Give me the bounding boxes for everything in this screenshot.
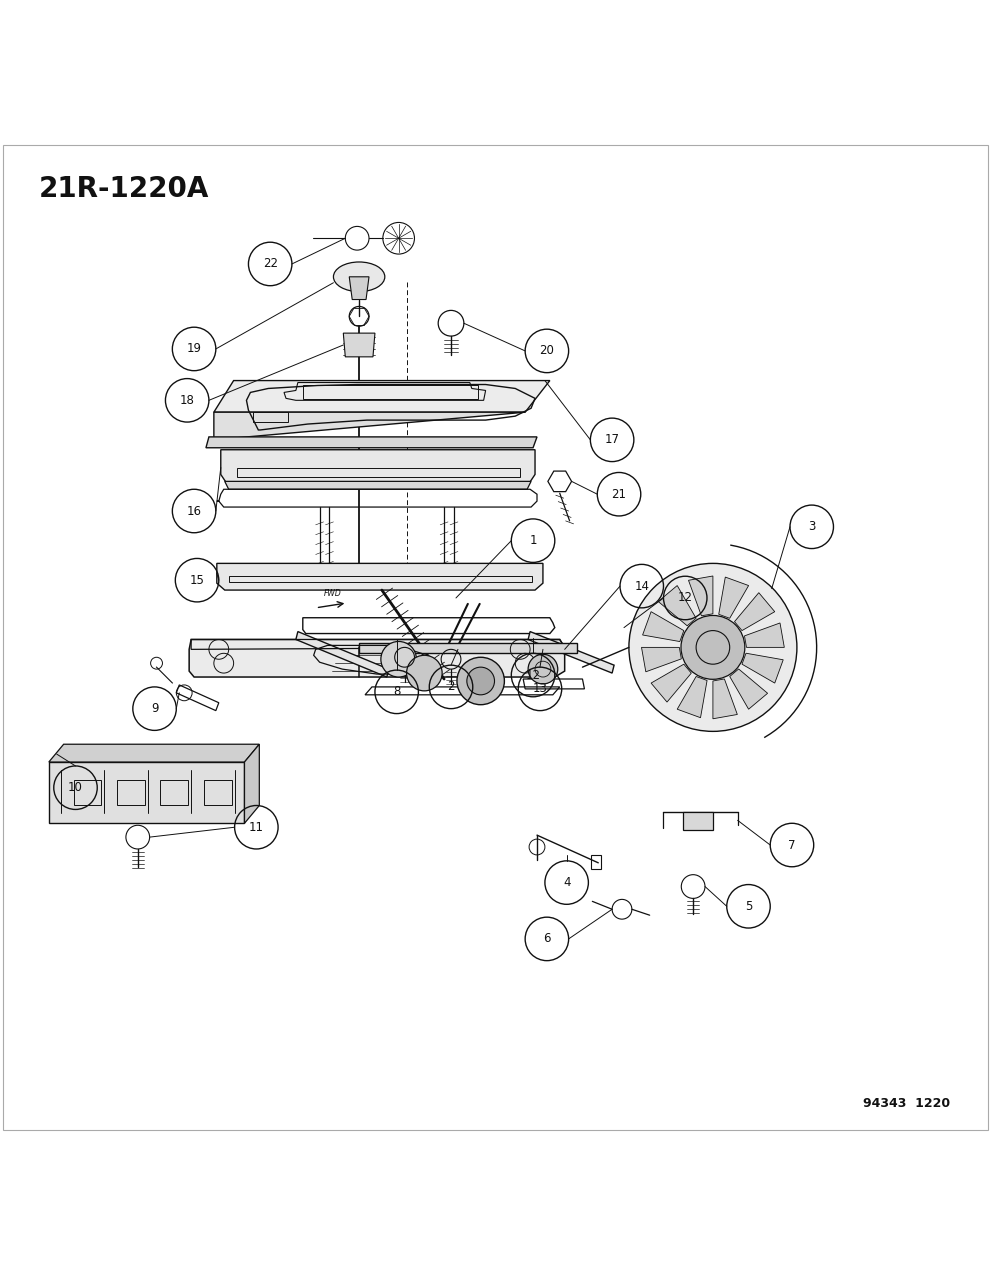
Text: 11: 11 bbox=[249, 821, 264, 834]
Polygon shape bbox=[528, 631, 614, 673]
Polygon shape bbox=[49, 762, 245, 824]
Text: 13: 13 bbox=[532, 682, 547, 695]
Text: 21: 21 bbox=[611, 488, 626, 501]
Text: 20: 20 bbox=[539, 344, 554, 357]
Polygon shape bbox=[642, 612, 684, 641]
Ellipse shape bbox=[333, 261, 385, 292]
Polygon shape bbox=[214, 380, 550, 412]
Circle shape bbox=[467, 667, 495, 695]
Text: 1: 1 bbox=[529, 534, 537, 547]
Polygon shape bbox=[296, 631, 388, 677]
Text: 16: 16 bbox=[186, 505, 201, 518]
Circle shape bbox=[681, 616, 745, 680]
Polygon shape bbox=[206, 437, 537, 448]
Polygon shape bbox=[343, 333, 375, 357]
Polygon shape bbox=[658, 585, 696, 626]
Polygon shape bbox=[214, 412, 525, 440]
Text: 3: 3 bbox=[808, 520, 816, 533]
Text: 22: 22 bbox=[263, 258, 277, 270]
Text: 10: 10 bbox=[68, 782, 83, 794]
Circle shape bbox=[457, 658, 504, 705]
Text: 12: 12 bbox=[678, 592, 693, 604]
Polygon shape bbox=[245, 745, 260, 824]
Polygon shape bbox=[713, 680, 737, 719]
Text: 6: 6 bbox=[543, 932, 551, 945]
Text: 15: 15 bbox=[189, 574, 204, 586]
Text: 21R-1220A: 21R-1220A bbox=[39, 175, 209, 203]
Circle shape bbox=[381, 641, 416, 677]
Text: 2: 2 bbox=[447, 681, 455, 694]
Text: 94343  1220: 94343 1220 bbox=[863, 1096, 950, 1109]
Text: 17: 17 bbox=[605, 434, 619, 446]
Polygon shape bbox=[742, 653, 783, 683]
Polygon shape bbox=[221, 450, 535, 483]
Circle shape bbox=[528, 654, 558, 683]
Polygon shape bbox=[677, 677, 707, 718]
Polygon shape bbox=[689, 576, 713, 616]
Polygon shape bbox=[641, 648, 682, 672]
Polygon shape bbox=[744, 623, 784, 648]
Polygon shape bbox=[359, 644, 577, 653]
Polygon shape bbox=[225, 482, 531, 490]
Polygon shape bbox=[734, 593, 775, 631]
Circle shape bbox=[406, 655, 442, 691]
Text: 5: 5 bbox=[745, 900, 752, 913]
Text: 9: 9 bbox=[151, 703, 159, 715]
Text: 4: 4 bbox=[563, 876, 571, 889]
Polygon shape bbox=[49, 745, 260, 762]
Polygon shape bbox=[729, 669, 768, 709]
Text: 19: 19 bbox=[186, 343, 201, 356]
Text: 14: 14 bbox=[634, 580, 649, 593]
Polygon shape bbox=[189, 640, 565, 677]
Polygon shape bbox=[718, 578, 748, 618]
Text: FWD: FWD bbox=[323, 589, 341, 598]
Text: 7: 7 bbox=[788, 839, 796, 852]
Text: 8: 8 bbox=[393, 686, 400, 699]
Polygon shape bbox=[217, 564, 543, 590]
Polygon shape bbox=[651, 664, 692, 703]
Circle shape bbox=[629, 564, 797, 732]
Polygon shape bbox=[349, 277, 369, 300]
Polygon shape bbox=[683, 812, 713, 830]
Text: 12: 12 bbox=[525, 668, 540, 682]
Text: 18: 18 bbox=[179, 394, 194, 407]
